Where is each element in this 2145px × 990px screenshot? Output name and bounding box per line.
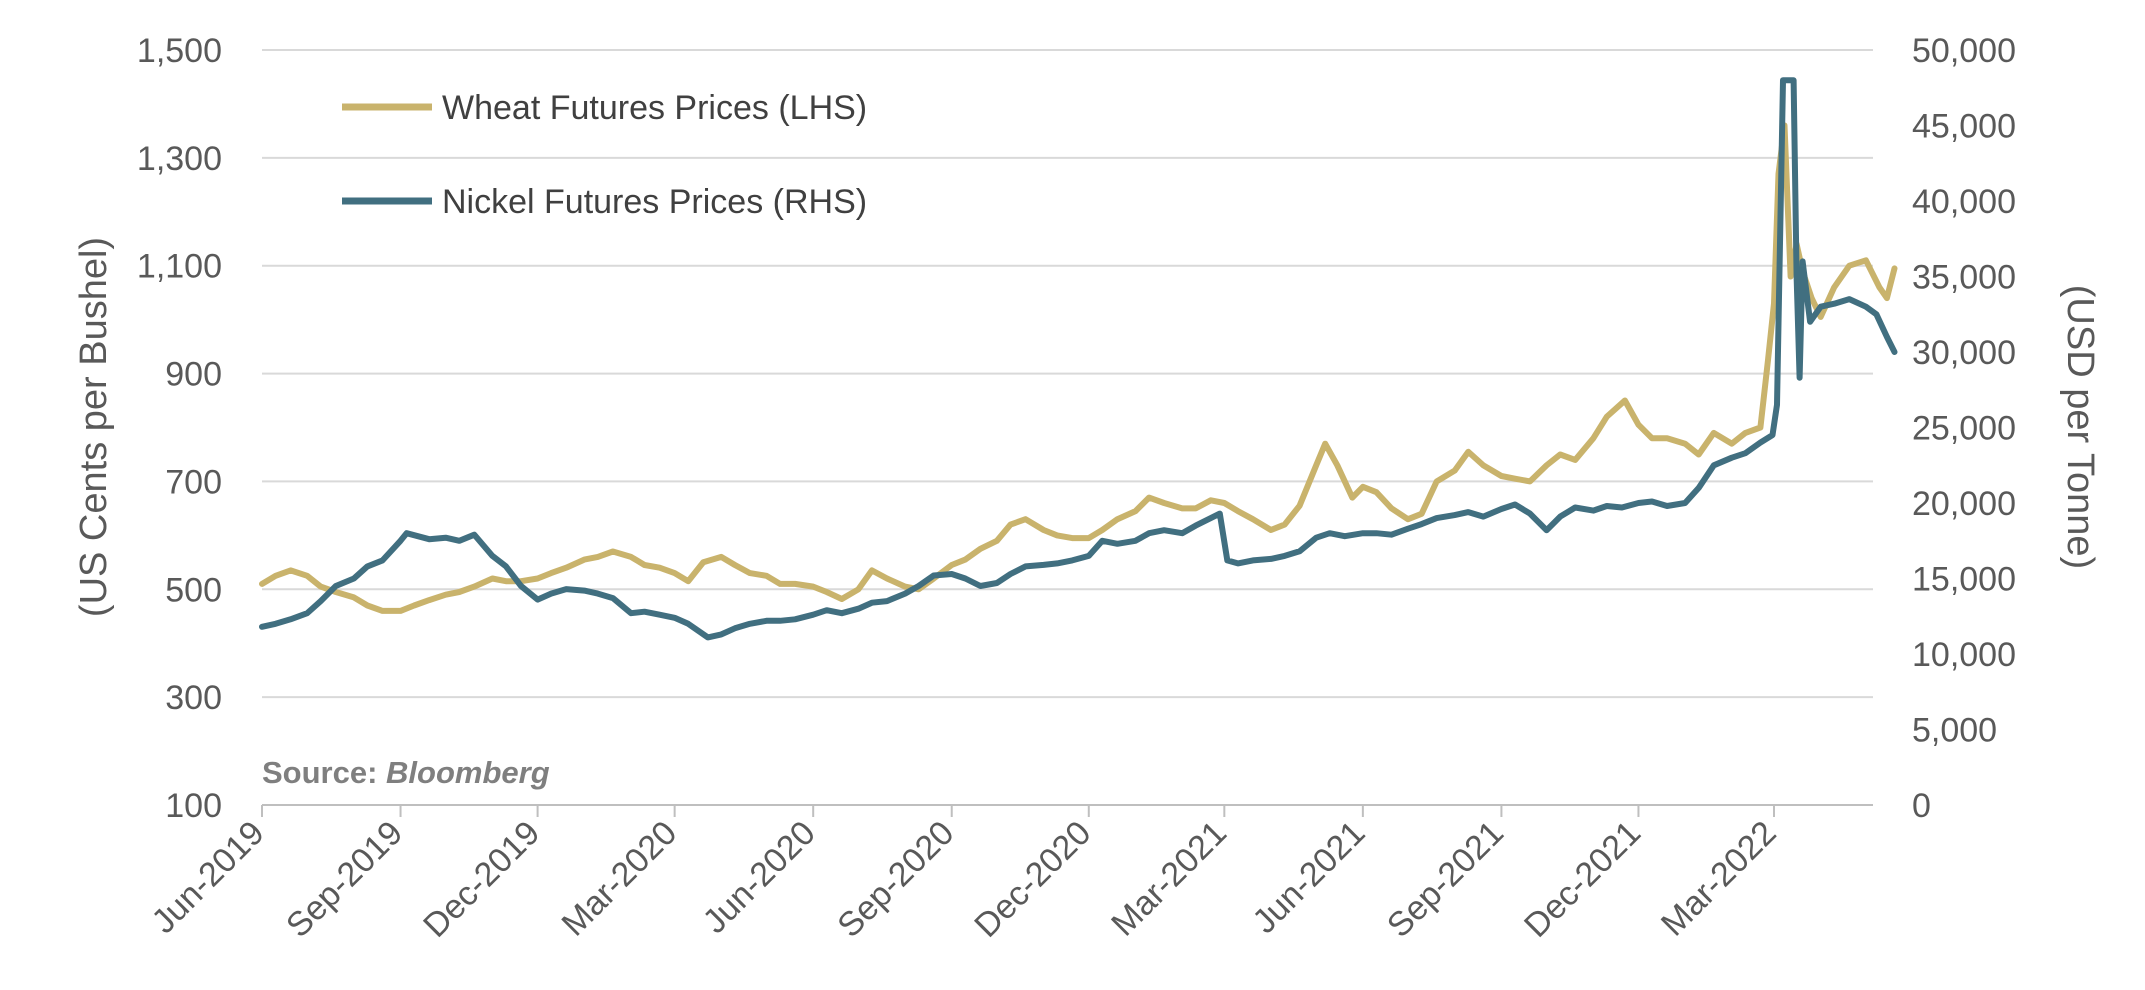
right-tick-label: 30,000 bbox=[1912, 334, 2016, 372]
right-tick-label: 0 bbox=[1912, 787, 1931, 825]
left-axis-ticks: 100 300 500 700 900 1,100 1,300 1,500 bbox=[137, 32, 222, 825]
x-tick-label: Mar-2021 bbox=[1104, 814, 1234, 944]
right-tick-label: 35,000 bbox=[1912, 259, 2016, 297]
left-tick-label: 1,500 bbox=[137, 32, 222, 70]
wheat-series-line bbox=[259, 122, 1898, 614]
x-tick-label: Dec-2019 bbox=[416, 814, 547, 945]
nickel-series-line bbox=[259, 77, 1898, 641]
x-axis-ticks: Jun-2019 Sep-2019 Dec-2019 Mar-2020 Jun-2020… bbox=[145, 805, 1784, 945]
right-axis-ticks: 0 5,000 10,000 15,000 20,000 25,000 30,000 35,0… bbox=[1912, 32, 2016, 825]
x-tick-label: Mar-2020 bbox=[555, 814, 685, 944]
x-tick-label: Sep-2020 bbox=[830, 814, 961, 945]
source-note: Source: Bloomberg bbox=[262, 755, 550, 790]
right-tick-label: 45,000 bbox=[1912, 108, 2016, 146]
legend-label-nickel: Nickel Futures Prices (RHS) bbox=[442, 183, 867, 221]
source-prefix: Source: bbox=[262, 755, 377, 790]
left-axis-title: (US Cents per Bushel) bbox=[73, 237, 115, 617]
legend-label-wheat: Wheat Futures Prices (LHS) bbox=[442, 89, 867, 127]
source-name: Bloomberg bbox=[386, 755, 550, 790]
x-tick-label: Dec-2020 bbox=[967, 814, 1098, 945]
left-tick-label: 1,300 bbox=[137, 140, 222, 178]
series-lines bbox=[259, 77, 1898, 641]
right-tick-label: 20,000 bbox=[1912, 485, 2016, 523]
right-tick-label: 15,000 bbox=[1912, 561, 2016, 599]
x-tick-label: Sep-2021 bbox=[1380, 814, 1511, 945]
left-tick-label: 300 bbox=[165, 679, 222, 717]
x-tick-label: Jun-2019 bbox=[145, 814, 272, 941]
gridlines bbox=[262, 49, 1873, 699]
right-tick-label: 25,000 bbox=[1912, 410, 2016, 448]
x-tick-label: Dec-2021 bbox=[1517, 814, 1648, 945]
x-tick-label: Jun-2020 bbox=[696, 814, 823, 941]
right-axis-title: (USD per Tonne) bbox=[2059, 285, 2101, 569]
legend: Wheat Futures Prices (LHS) Nickel Future… bbox=[342, 89, 867, 221]
right-tick-label: 5,000 bbox=[1912, 712, 1997, 750]
right-tick-label: 50,000 bbox=[1912, 32, 2016, 70]
right-tick-label: 10,000 bbox=[1912, 636, 2016, 674]
left-tick-label: 1,100 bbox=[137, 248, 222, 286]
right-tick-label: 40,000 bbox=[1912, 183, 2016, 221]
x-tick-label: Mar-2022 bbox=[1654, 814, 1784, 944]
left-tick-label: 100 bbox=[165, 787, 222, 825]
left-tick-label: 500 bbox=[165, 571, 222, 609]
left-tick-label: 700 bbox=[165, 463, 222, 501]
x-tick-label: Jun-2021 bbox=[1245, 814, 1372, 941]
x-tick-label: Sep-2019 bbox=[279, 814, 410, 945]
left-tick-label: 900 bbox=[165, 356, 222, 394]
